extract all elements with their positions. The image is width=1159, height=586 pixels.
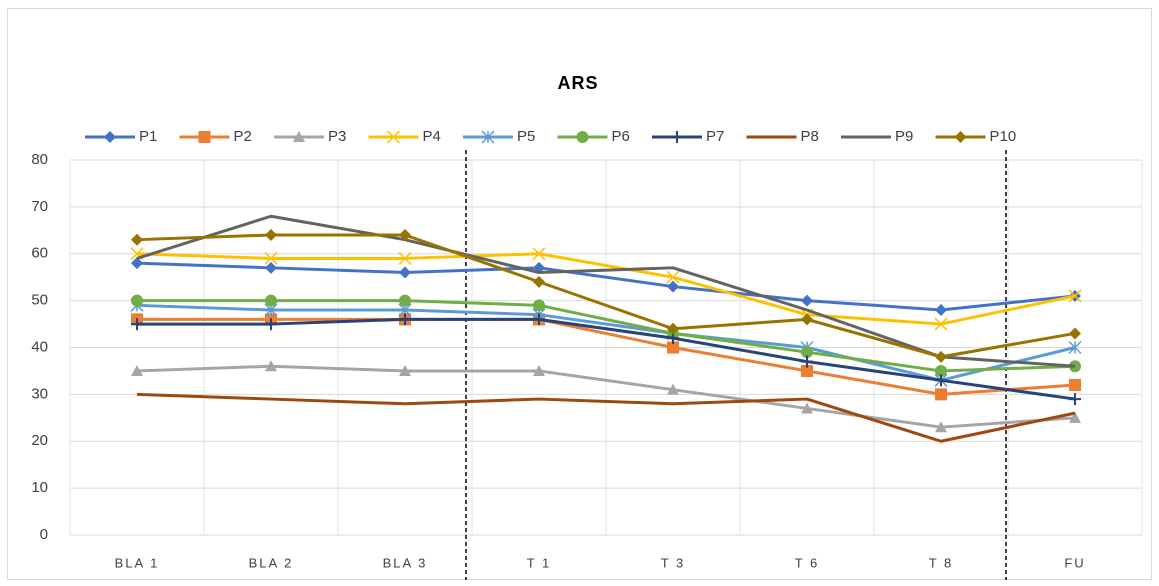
y-tick-label: 50	[31, 292, 48, 309]
y-tick-label: 0	[40, 526, 48, 543]
marker	[667, 341, 679, 354]
legend-label: P5	[517, 128, 535, 145]
x-tick-label: T 1	[527, 555, 552, 570]
marker	[265, 294, 277, 307]
x-tick-label: T 6	[795, 555, 820, 570]
marker	[1069, 327, 1081, 340]
series-line	[136, 261, 1076, 312]
series-line	[137, 317, 1076, 396]
marker	[399, 266, 411, 279]
marker	[801, 313, 813, 326]
marker	[533, 313, 545, 326]
y-tick-label: 80	[31, 151, 48, 168]
marker	[1069, 379, 1081, 391]
marker	[935, 350, 947, 363]
legend-label: P9	[895, 128, 913, 145]
marker	[265, 229, 277, 241]
marker	[198, 131, 211, 143]
series-line	[136, 252, 1076, 326]
marker	[667, 280, 679, 293]
y-tick-label: 70	[31, 198, 48, 215]
marker	[265, 318, 277, 331]
chart-title: ARS	[557, 73, 598, 93]
marker	[671, 131, 683, 143]
y-tick-label: 30	[31, 385, 48, 402]
legend-label: P7	[706, 128, 724, 145]
marker	[667, 383, 679, 395]
marker	[131, 364, 143, 376]
marker	[935, 388, 947, 401]
x-tick-label: BLA 1	[115, 555, 160, 570]
x-tick-label: BLA 2	[249, 555, 294, 570]
series-line	[137, 317, 1076, 401]
marker	[801, 346, 813, 359]
marker	[265, 360, 277, 372]
legend-label: P8	[801, 128, 819, 145]
x-tick-label: FU	[1064, 555, 1085, 570]
series-line	[137, 299, 1076, 373]
marker	[293, 131, 305, 142]
x-tick-label: BLA 3	[383, 555, 428, 570]
marker	[104, 131, 116, 143]
marker	[533, 275, 545, 288]
y-tick-label: 10	[31, 479, 48, 496]
legend-label: P4	[423, 128, 441, 145]
marker	[1069, 393, 1081, 406]
marker	[935, 421, 947, 433]
marker	[801, 364, 813, 377]
marker	[399, 313, 411, 326]
series-line	[136, 392, 1076, 443]
legend-label: P6	[612, 128, 630, 145]
legend-label: P1	[139, 128, 157, 145]
marker	[801, 294, 813, 307]
marker	[1069, 411, 1081, 423]
marker	[1068, 289, 1082, 303]
series-line	[136, 303, 1076, 382]
marker	[667, 322, 679, 335]
marker	[934, 317, 948, 331]
marker	[264, 251, 278, 265]
marker	[131, 294, 143, 307]
marker	[399, 229, 411, 241]
marker	[131, 318, 143, 331]
marker	[131, 257, 143, 270]
marker	[131, 233, 143, 246]
marker	[533, 364, 545, 376]
marker	[935, 364, 947, 377]
legend-label: P10	[990, 128, 1017, 145]
series-line	[136, 233, 1076, 359]
x-tick-label: T 8	[929, 555, 954, 570]
marker	[386, 130, 401, 144]
marker	[1068, 340, 1082, 355]
marker	[399, 294, 411, 307]
series-line	[136, 364, 1076, 429]
marker	[532, 247, 546, 261]
marker	[398, 251, 412, 265]
marker	[935, 304, 947, 316]
marker	[935, 374, 947, 387]
marker	[666, 270, 680, 284]
legend-label: P2	[234, 128, 252, 145]
marker	[481, 130, 495, 144]
marker	[399, 364, 411, 376]
legend-label: P3	[328, 128, 346, 145]
marker	[265, 261, 277, 274]
marker	[576, 131, 589, 143]
y-tick-label: 40	[31, 338, 48, 355]
y-tick-label: 20	[31, 432, 48, 449]
y-tick-label: 60	[31, 245, 48, 262]
marker	[533, 299, 545, 312]
marker	[801, 402, 813, 414]
series-line	[136, 214, 1076, 368]
marker	[801, 355, 813, 368]
chart-border	[7, 8, 1152, 580]
x-tick-label: T 3	[661, 555, 686, 570]
marker	[954, 131, 967, 143]
